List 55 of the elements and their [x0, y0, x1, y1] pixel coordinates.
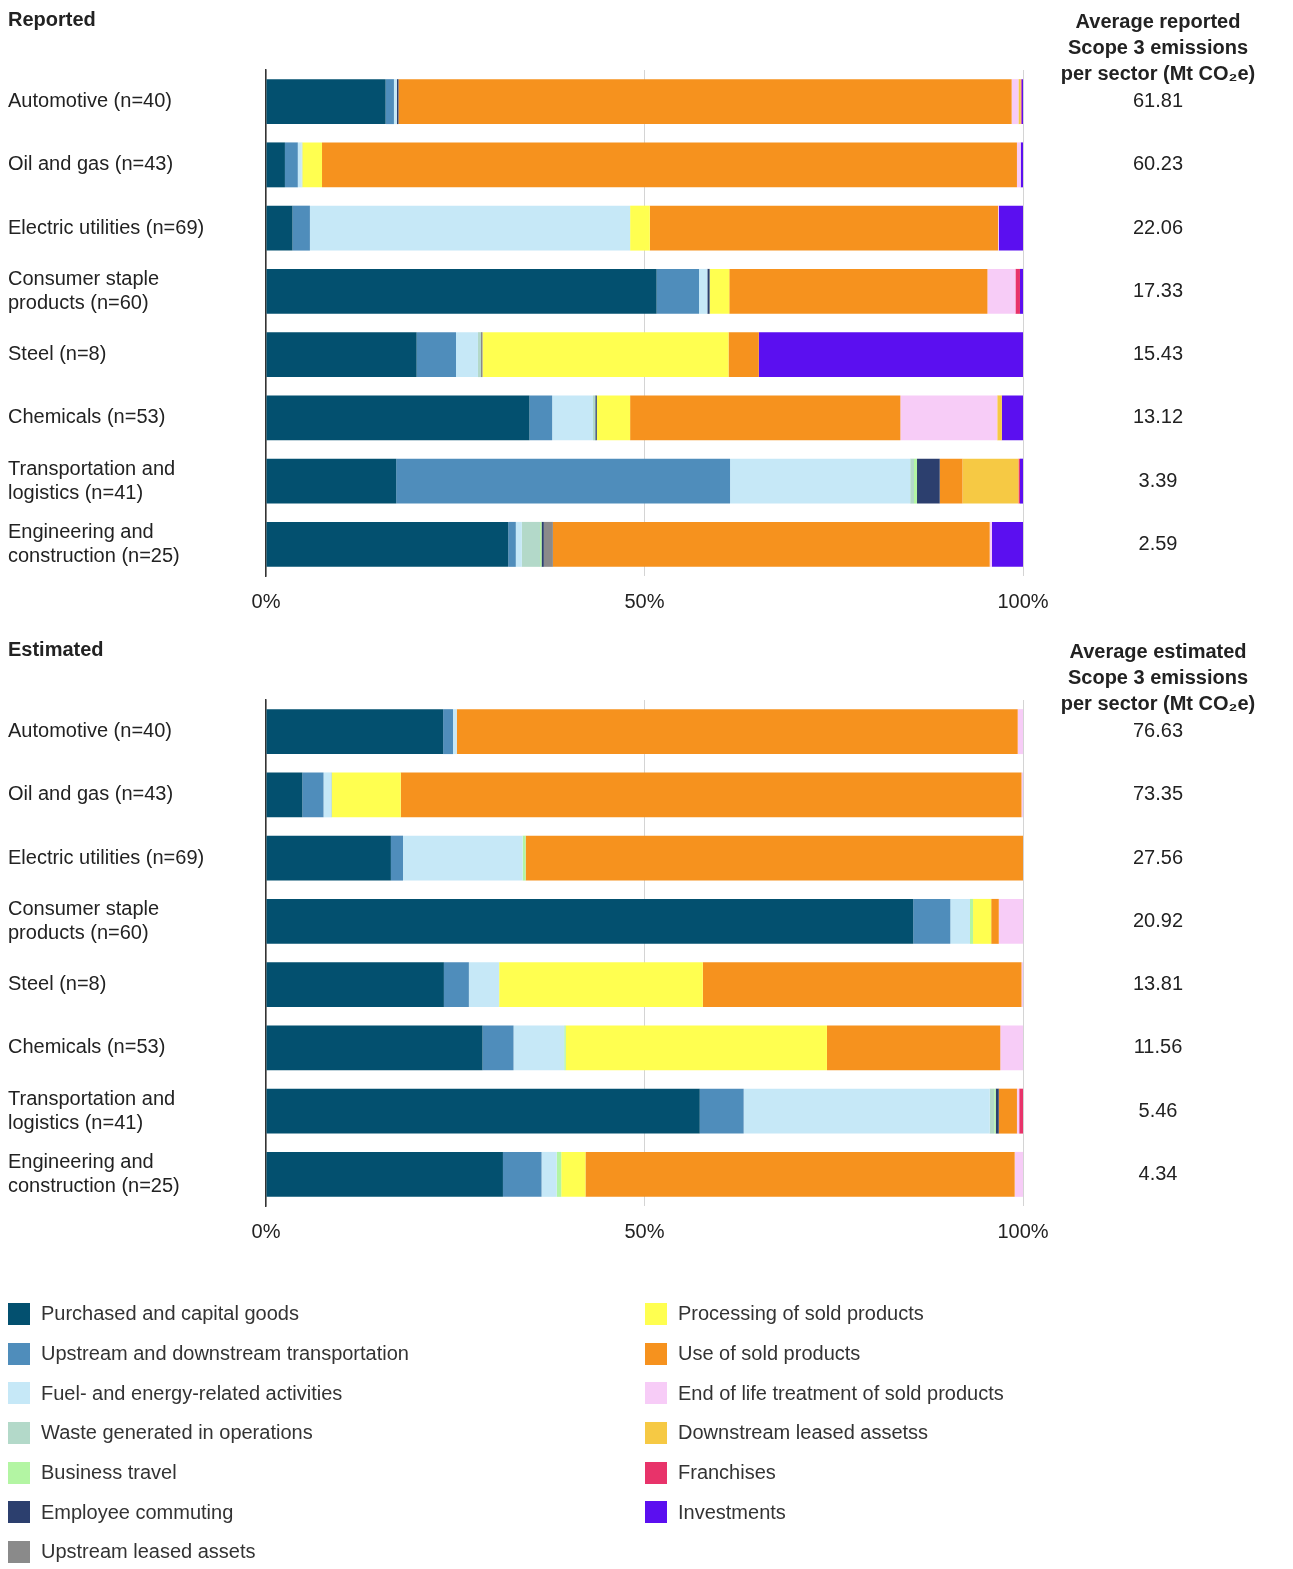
legend-label: Fuel- and energy-related activities — [41, 1381, 343, 1405]
text: 5.46 — [1138, 1098, 1178, 1121]
text: 27.56 — [1132, 845, 1184, 868]
legend-label: End of life treatment of sold products — [678, 1381, 1004, 1405]
text: 61.81 — [1132, 89, 1184, 112]
y-tick-label: Steel (n=8) — [8, 972, 107, 995]
y-tick-label: Engineering and construction (n=25) — [8, 1149, 180, 1196]
y-tick-label: Electric utilities (n=69) — [8, 215, 205, 238]
text: Average reported Scope 3 emissions per sector (Mt CO₂e) — [1059, 9, 1257, 86]
legend-label: Upstream and downstream transportation — [41, 1342, 409, 1366]
x-tick-label: 50% — [624, 589, 665, 612]
y-tick-label: Automotive (n=40) — [8, 89, 172, 112]
y-tick-label: Oil and gas (n=43) — [8, 152, 174, 175]
x-tick-label: 100% — [997, 1219, 1049, 1242]
legend-label: Investments — [678, 1500, 786, 1524]
y-tick-label: Consumer staple products (n=60) — [8, 266, 160, 313]
y-tick-label: Steel (n=8) — [8, 342, 107, 365]
y-tick-label: Transportation and logistics (n=41) — [8, 1086, 176, 1133]
x-tick-label: 100% — [997, 589, 1049, 612]
legend-label: Use of sold products — [678, 1342, 861, 1366]
text: 20.92 — [1132, 908, 1184, 931]
y-tick-label: Consumer staple products (n=60) — [8, 896, 160, 943]
legend-label: Franchises — [678, 1461, 776, 1485]
text: 13.81 — [1132, 972, 1184, 995]
text: 17.33 — [1132, 278, 1184, 301]
y-tick-label: Oil and gas (n=43) — [8, 782, 174, 805]
y-tick-label: Engineering and construction (n=25) — [8, 519, 180, 566]
y-tick-label: Chemicals (n=53) — [8, 1035, 166, 1058]
y-tick-label: Chemicals (n=53) — [8, 405, 166, 428]
y-tick-label: Transportation and logistics (n=41) — [8, 456, 176, 503]
text: 3.39 — [1138, 468, 1178, 491]
text: 2.59 — [1138, 531, 1178, 554]
text: 4.34 — [1138, 1161, 1178, 1184]
text: 60.23 — [1132, 152, 1184, 175]
y-tick-label: Automotive (n=40) — [8, 719, 172, 742]
legend-label: Business travel — [41, 1461, 177, 1485]
legend-label: Purchased and capital goods — [41, 1302, 299, 1326]
x-tick-label: 50% — [624, 1219, 665, 1242]
text: 76.63 — [1132, 719, 1184, 742]
x-tick-label: 0% — [251, 589, 281, 612]
text: 11.56 — [1133, 1035, 1183, 1058]
text: Reported — [8, 7, 96, 30]
text: 15.43 — [1132, 342, 1184, 365]
text: 13.12 — [1132, 405, 1184, 428]
text: 73.35 — [1132, 782, 1184, 805]
text: 22.06 — [1132, 215, 1184, 238]
legend-label: Waste generated in operations — [41, 1421, 313, 1445]
y-tick-label: Electric utilities (n=69) — [8, 845, 205, 868]
legend-label: Employee commuting — [41, 1500, 234, 1524]
legend-label: Upstream leased assets — [41, 1540, 256, 1564]
text: Average estimated Scope 3 emissions per sector (Mt CO₂e) — [1059, 639, 1257, 716]
text: Estimated — [8, 637, 104, 660]
legend-label: Downstream leased assetss — [678, 1421, 929, 1445]
legend-label: Processing of sold products — [678, 1302, 924, 1326]
x-tick-label: 0% — [251, 1219, 281, 1242]
